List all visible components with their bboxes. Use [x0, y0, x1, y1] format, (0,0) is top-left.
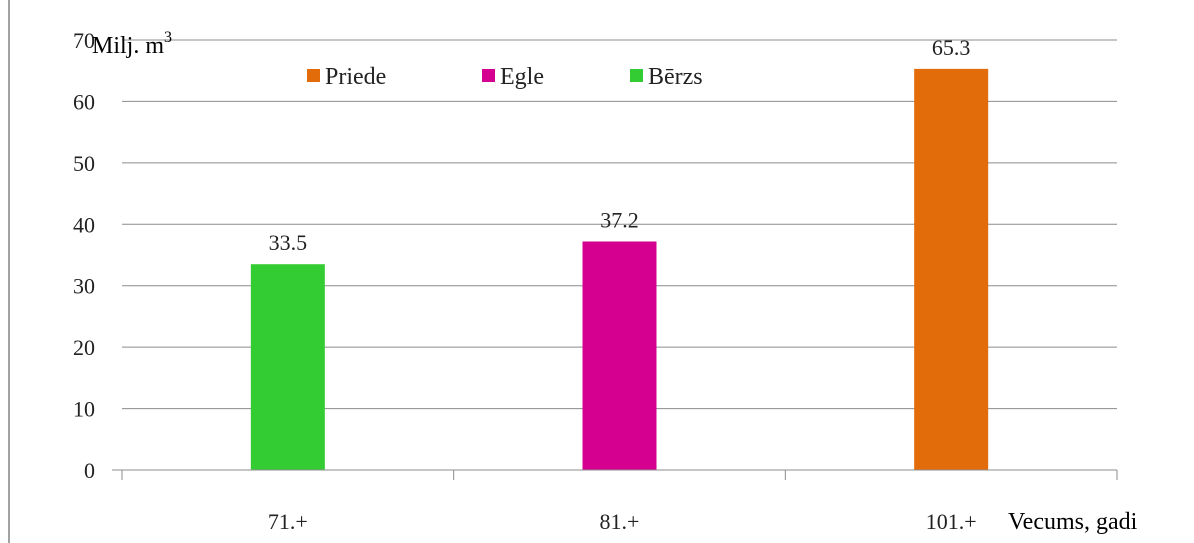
y-tick-labels: 0 10 20 30 40 50 60 70 — [73, 28, 95, 483]
legend-label: Egle — [500, 64, 544, 90]
x-tick-label: 81.+ — [600, 509, 640, 534]
legend-label: Bērzs — [648, 64, 703, 90]
value-label: 33.5 — [269, 230, 308, 255]
x-tick-label: 71.+ — [268, 509, 308, 534]
legend: Priede Egle Bērzs — [307, 64, 703, 90]
value-labels: 33.5 37.2 65.3 — [269, 35, 971, 255]
legend-swatch-egle — [482, 69, 495, 82]
bar-81 — [582, 241, 657, 470]
bar-101 — [914, 68, 989, 470]
x-tick-labels: 71.+ 81.+ 101.+ — [268, 509, 977, 534]
legend-label: Priede — [325, 64, 386, 90]
y-tick-label: 50 — [73, 151, 95, 176]
legend-swatch-priede — [307, 69, 320, 82]
bar-71 — [250, 264, 325, 470]
y-tick-label: 30 — [73, 274, 95, 299]
y-tick-label: 70 — [73, 28, 95, 53]
value-label: 37.2 — [600, 207, 639, 232]
x-tick-label: 101.+ — [926, 509, 977, 534]
legend-swatch-bērzs — [630, 69, 643, 82]
y-tick-label: 20 — [73, 335, 95, 360]
x-axis — [112, 469, 1118, 480]
bars — [250, 68, 989, 470]
y-tick-label: 60 — [73, 89, 95, 114]
y-axis-title: Milj. m3 — [92, 29, 172, 59]
y-tick-label: 0 — [84, 458, 95, 483]
value-label: 65.3 — [932, 35, 971, 60]
y-tick-label: 40 — [73, 212, 95, 237]
y-tick-label: 10 — [73, 397, 95, 422]
x-axis-title: Vecums, gadi — [1008, 509, 1138, 535]
